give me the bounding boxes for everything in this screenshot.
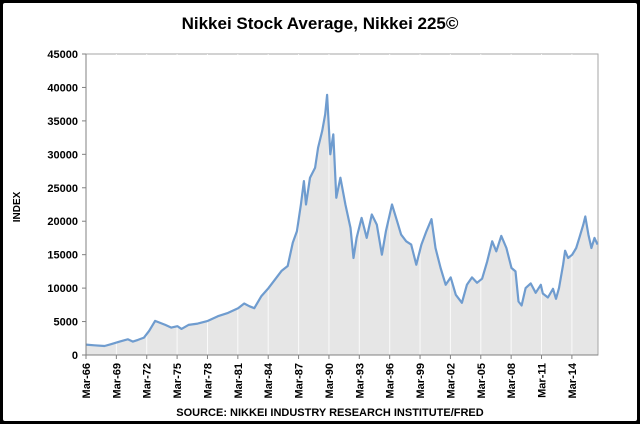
y-tick-label: 35000 (47, 116, 78, 128)
x-tick-label: Mar-96 (385, 363, 397, 398)
chart-frame: Nikkei Stock Average, Nikkei 225© 0 5000 1… (3, 3, 637, 421)
x-tick-label: Mar-87 (294, 363, 306, 398)
series-0-line (85, 93, 599, 348)
x-tick-label: Mar-08 (506, 363, 518, 398)
x-tick-label: Mar-05 (476, 363, 488, 398)
y-tick-label: 0 (72, 350, 78, 362)
y-tick-label: 45000 (47, 49, 78, 61)
x-tick-label: Mar-90 (324, 363, 336, 398)
x-tick-label: Mar-75 (172, 363, 184, 398)
y-tick-label: 5000 (54, 317, 78, 329)
y-tick-label: 15000 (47, 250, 78, 262)
series-0-area (86, 94, 598, 356)
y-tick-label: 10000 (47, 283, 78, 295)
x-tick-label: Mar-14 (567, 362, 579, 398)
x-tick-label: Mar-72 (142, 363, 154, 398)
y-tick-label: 30000 (47, 149, 78, 161)
chart-title: Nikkei Stock Average, Nikkei 225© (182, 14, 459, 33)
x-tick-label: Mar-66 (81, 363, 93, 398)
line-area-chart: Nikkei Stock Average, Nikkei 225© 0 5000 1… (12, 14, 599, 419)
x-tick-label: Mar-81 (233, 363, 245, 398)
x-tick-label: Mar-11 (537, 363, 549, 398)
x-tick-label: Mar-84 (263, 362, 275, 398)
plot-area: 0 5000 10000 15000 20000 25000 30000 35000 40000… (47, 49, 599, 398)
x-tick-label: Mar-99 (415, 363, 427, 398)
y-tick-label: 25000 (47, 183, 78, 195)
y-axis-label: INDEX (12, 191, 23, 222)
x-tick-label: Mar-69 (111, 363, 123, 398)
x-tick-label: Mar-93 (354, 363, 366, 398)
x-tick-label: Mar-02 (445, 363, 457, 398)
source-label: SOURCE: NIKKEI INDUSTRY RESEARCH INSTITU… (176, 407, 483, 419)
x-tick-label: Mar-78 (202, 363, 214, 398)
y-tick-label: 20000 (47, 216, 78, 228)
y-tick-label: 40000 (47, 82, 78, 94)
